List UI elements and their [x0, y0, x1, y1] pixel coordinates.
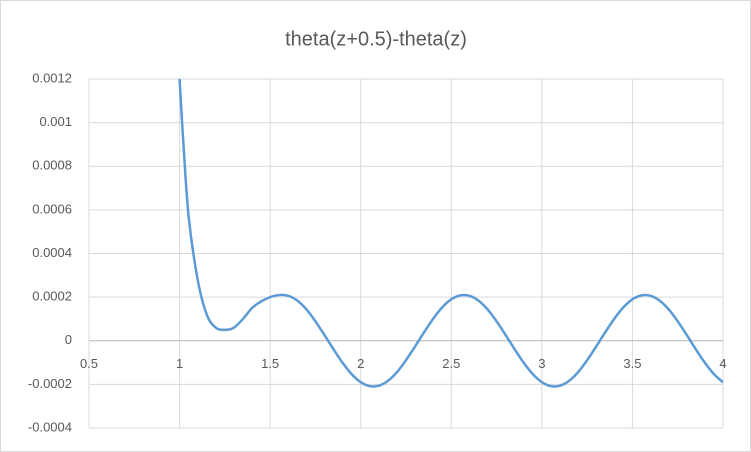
- x-tick-label: 3: [538, 356, 545, 371]
- x-tick-label: 1: [176, 356, 183, 371]
- x-tick-label: 4: [719, 356, 726, 371]
- y-tick-label: 0.0012: [32, 70, 72, 85]
- y-tick-label: 0: [65, 332, 72, 347]
- y-tick-label: -0.0002: [28, 376, 72, 391]
- x-tick-label: 2.5: [442, 356, 460, 371]
- line-series: [178, 79, 723, 388]
- y-tick-label: -0.0004: [28, 419, 72, 434]
- x-tick-label: 2: [357, 356, 364, 371]
- y-tick-label: 0.0008: [32, 158, 72, 173]
- x-tick-label: 3.5: [623, 356, 641, 371]
- y-tick-label: 0.0004: [32, 245, 72, 260]
- y-tick-label: 0.0006: [32, 201, 72, 216]
- x-tick-label: 1.5: [261, 356, 279, 371]
- y-tick-label: 0.001: [39, 114, 72, 129]
- x-tick-label: 0.5: [80, 356, 98, 371]
- y-tick-label: 0.0002: [32, 289, 72, 304]
- chart-title: theta(z+0.5)-theta(z): [285, 28, 467, 50]
